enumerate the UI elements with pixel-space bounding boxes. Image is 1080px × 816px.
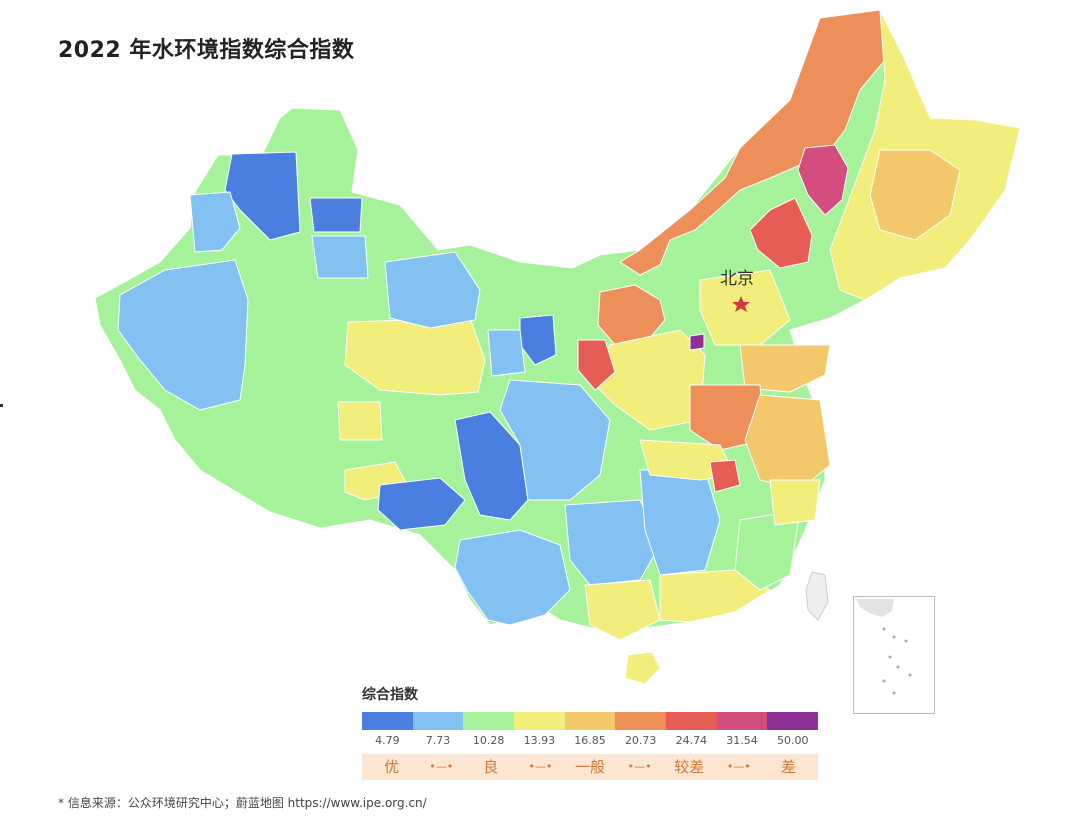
region-hotspot-purple xyxy=(689,333,705,351)
legend-swatch xyxy=(716,712,768,730)
map-title: 2022 年水环境指数综合指数 xyxy=(58,38,355,63)
legend-ticks: 4.79 7.73 10.28 13.93 16.85 20.73 24.74 … xyxy=(362,734,818,750)
legend-swatch xyxy=(666,712,717,730)
legend-swatch xyxy=(463,712,515,730)
inset-map xyxy=(856,599,912,695)
region-hainan xyxy=(624,651,661,685)
region-nagqu xyxy=(377,477,466,531)
legend-title: 综合指数 xyxy=(362,687,418,703)
region-ordos xyxy=(597,284,666,346)
range-fair: 一般 xyxy=(575,758,606,776)
region-tacheng xyxy=(309,197,363,233)
region-taiwan xyxy=(805,571,829,621)
legend-tick: 31.54 xyxy=(726,734,758,747)
region-guizhou xyxy=(564,499,661,586)
region-guangxi xyxy=(584,579,661,641)
range-excellent: 优 xyxy=(384,758,400,776)
range-arrow-icon: •—• xyxy=(726,760,751,773)
region-zhejiang xyxy=(769,479,821,526)
legend-swatch xyxy=(767,712,819,730)
range-arrow-icon: •—• xyxy=(429,760,454,773)
edge-mark xyxy=(0,404,3,407)
legend-tick: 13.93 xyxy=(523,734,556,747)
legend-swatch xyxy=(514,712,565,730)
region-jilin xyxy=(869,149,961,241)
legend-swatches xyxy=(362,712,819,730)
legend-swatch xyxy=(615,712,667,730)
region-shandong xyxy=(739,344,831,393)
region-jiuquan xyxy=(384,251,481,329)
legend-tick: 20.73 xyxy=(624,734,657,747)
south-china-sea-inset xyxy=(853,596,935,714)
legend-tick: 4.79 xyxy=(375,734,400,747)
region-golmud xyxy=(337,401,383,441)
range-good: 良 xyxy=(483,758,499,776)
region-altay xyxy=(224,151,301,241)
region-yili xyxy=(189,191,241,253)
legend-swatch xyxy=(564,712,616,730)
region-henan xyxy=(689,384,766,451)
legend-tick: 24.74 xyxy=(675,734,708,747)
region-haixi xyxy=(344,317,486,396)
legend-tick: 16.85 xyxy=(574,734,606,747)
region-ningxia xyxy=(577,339,616,391)
source-note: * 信息来源：公众环境研究中心；蔚蓝地图 https://www.ipe.org… xyxy=(58,796,427,810)
legend-tick: 7.73 xyxy=(425,734,451,747)
region-sichuan-basin xyxy=(499,379,611,501)
range-arrow-icon: •—• xyxy=(627,760,652,773)
range-poor: 较差 xyxy=(674,758,705,776)
beijing-star-icon xyxy=(732,296,750,312)
range-bad: 差 xyxy=(780,758,796,776)
range-arrow-icon: •—• xyxy=(528,760,553,773)
region-xining xyxy=(487,329,526,377)
region-bortala xyxy=(311,235,369,279)
region-kashgar xyxy=(117,259,249,411)
region-yunnan xyxy=(454,529,571,626)
region-xilingol xyxy=(749,197,813,269)
region-ganzi xyxy=(454,411,529,521)
legend-quality-ranges: 优 •—• 良 •—• 一般 •—• 较差 •—• 差 xyxy=(362,754,818,780)
legend-tick: 50.00 xyxy=(776,734,809,747)
region-hulunbuir xyxy=(797,144,849,216)
legend-swatch xyxy=(362,712,413,730)
region-hotspot-central xyxy=(709,459,741,493)
legend-swatch xyxy=(412,712,464,730)
beijing-label: 北京 xyxy=(720,269,754,289)
legend-tick: 10.28 xyxy=(472,734,505,747)
